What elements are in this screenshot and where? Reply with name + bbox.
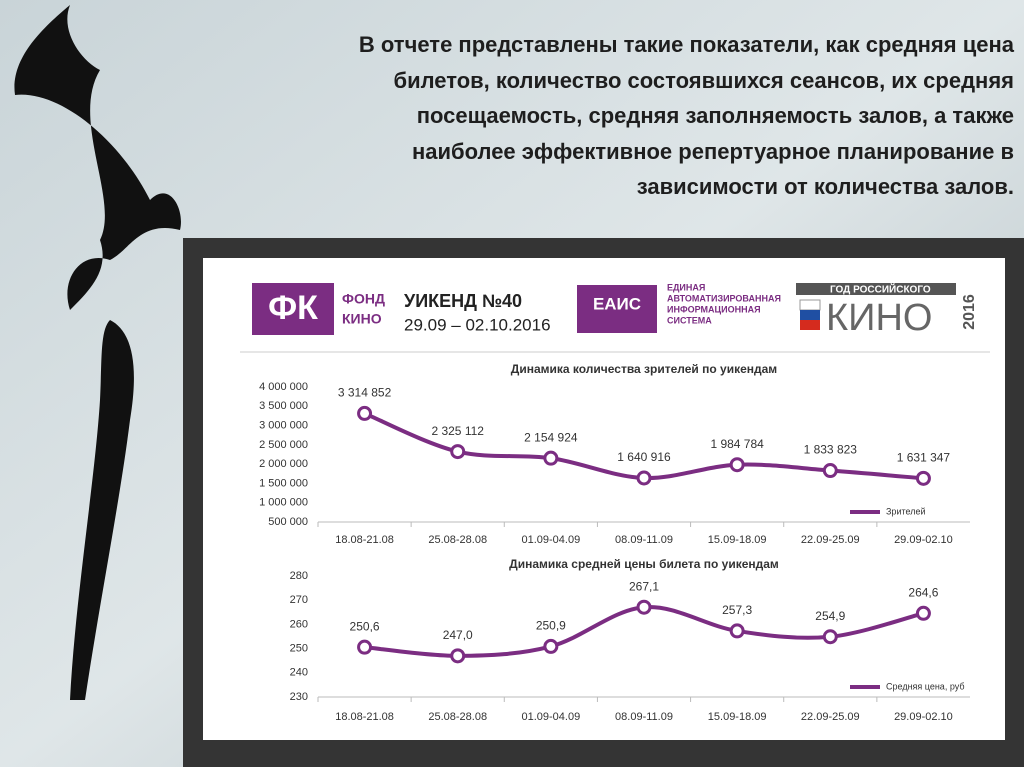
y-tick-label: 270 [290, 594, 308, 606]
flag [799, 299, 821, 311]
x-tick-label: 15.09-18.09 [708, 711, 767, 723]
year-top: ГОД РОССИЙСКОГО [830, 283, 931, 296]
point [915, 605, 931, 621]
y-tick-label: 3 000 000 [259, 419, 308, 431]
flag [800, 310, 820, 320]
data-label: 2 154 924 [524, 430, 578, 444]
y-tick-label: 2 500 000 [259, 439, 308, 451]
point [450, 444, 466, 460]
eais-text: ИНФОРМАЦИОННАЯ [667, 304, 761, 314]
data-label: 1 984 784 [710, 437, 764, 451]
data-label: 250,6 [350, 619, 380, 633]
x-tick-label: 08.09-11.09 [615, 534, 673, 546]
year-band [796, 283, 956, 295]
data-label: 1 833 823 [804, 443, 858, 457]
data-label: 264,6 [908, 585, 938, 599]
eais-text: СИСТЕМА [667, 315, 712, 325]
y-tick-label: 260 [290, 618, 308, 630]
y-tick-label: 1 000 000 [259, 497, 308, 509]
eais-text: ЕДИНАЯ [667, 282, 705, 292]
point [450, 648, 466, 664]
chart-title: Динамика средней цены билета по уикендам [509, 557, 779, 571]
point [729, 457, 745, 473]
data-label: 250,9 [536, 619, 566, 633]
chart-title: Динамика количества зрителей по уикендам [511, 362, 778, 376]
heading-line: зависимости от количества залов. [637, 174, 1014, 199]
data-label: 1 631 347 [897, 451, 951, 465]
year-kino: КИНО [826, 297, 932, 339]
x-tick-label: 01.09-04.09 [521, 711, 580, 723]
legend-label: Зрителей [886, 506, 925, 516]
point [543, 450, 559, 466]
x-tick-label: 08.09-11.09 [615, 711, 673, 723]
decoration [14, 5, 181, 700]
x-tick-label: 29.09-02.10 [894, 711, 953, 723]
eais-text: АВТОМАТИЗИРОВАННАЯ [667, 293, 781, 303]
x-tick-label: 15.09-18.09 [708, 534, 767, 546]
data-label: 1 640 916 [617, 450, 671, 464]
point [636, 599, 652, 615]
y-tick-label: 4 000 000 [259, 381, 308, 393]
fk-name: ФОНД [342, 291, 385, 307]
fk-logo-text: ФК [268, 289, 318, 327]
x-tick-label: 18.08-21.08 [335, 534, 394, 546]
point [543, 638, 559, 654]
point [822, 629, 838, 645]
fk-name: КИНО [342, 311, 382, 327]
data-label: 257,3 [722, 603, 752, 617]
eais-logo-text: ЕАИС [593, 294, 641, 313]
x-tick-label: 18.08-21.08 [335, 711, 394, 723]
y-tick-label: 2 000 000 [259, 458, 308, 470]
weekend: УИКЕНД №40 [404, 291, 522, 311]
point [915, 470, 931, 486]
y-tick-label: 230 [290, 691, 308, 703]
y-tick-label: 1 500 000 [259, 477, 308, 489]
x-tick-label: 25.08-28.08 [428, 534, 487, 546]
x-tick-label: 22.09-25.09 [801, 534, 860, 546]
y-tick-label: 500 000 [268, 516, 308, 528]
x-tick-label: 01.09-04.09 [521, 534, 580, 546]
weekend-dates: 29.09 – 02.10.2016 [404, 315, 551, 334]
heading-line: В отчете представлены такие показатели, … [359, 32, 1015, 57]
y-tick-label: 280 [290, 570, 308, 582]
y-tick-label: 240 [290, 667, 308, 679]
x-tick-label: 25.08-28.08 [428, 711, 487, 723]
data-label: 254,9 [815, 609, 845, 623]
x-tick-label: 29.09-02.10 [894, 534, 953, 546]
data-label: 267,1 [629, 579, 659, 593]
data-label: 2 325 112 [431, 424, 484, 438]
point [822, 463, 838, 479]
eais-logo [577, 285, 657, 333]
y-tick-label: 250 [290, 643, 308, 655]
fk-logo [252, 283, 334, 335]
heading-line: посещаемость, средняя заполняемость зало… [417, 103, 1014, 128]
point [357, 405, 373, 421]
legend-label: Средняя цена, руб [886, 681, 964, 691]
y-tick-label: 3 500 000 [259, 400, 308, 412]
heading-line: наиболее эффективное репертуарное планир… [412, 139, 1014, 164]
point [729, 623, 745, 639]
point [357, 639, 373, 655]
data-label: 3 314 852 [338, 386, 392, 400]
x-tick-label: 22.09-25.09 [801, 711, 860, 723]
flag [800, 320, 820, 330]
report [203, 258, 1005, 740]
point [636, 470, 652, 486]
data-label: 247,0 [443, 628, 473, 642]
year-num: 2016 [961, 294, 978, 330]
heading-line: билетов, количество состоявшихся сеансов… [393, 68, 1014, 93]
